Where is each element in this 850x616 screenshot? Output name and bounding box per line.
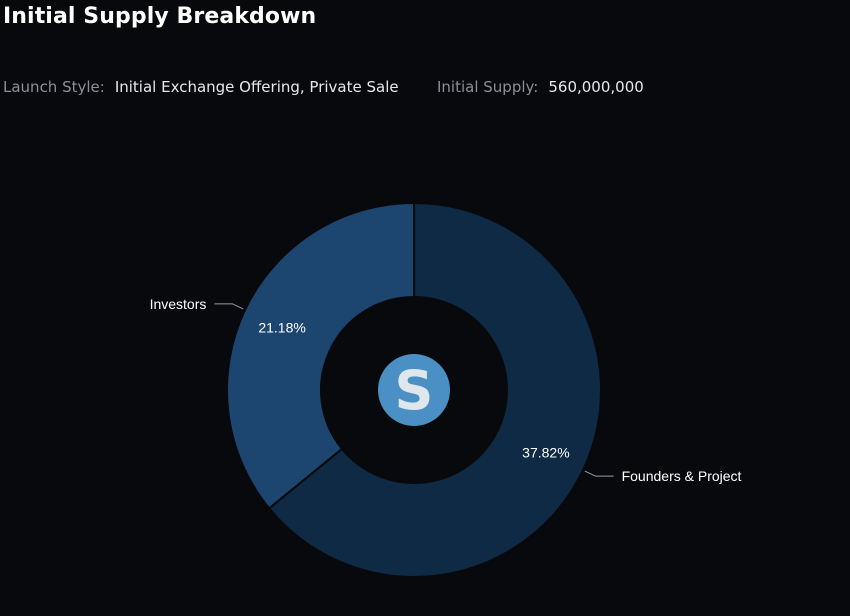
- category-label-founders-project: Founders & Project: [622, 468, 742, 484]
- launch-style-value: Initial Exchange Offering, Private Sale: [114, 78, 399, 96]
- initial-supply-row: Initial Supply: 560,000,000: [437, 78, 644, 96]
- launch-style-row: Launch Style: Initial Exchange Offering, …: [3, 78, 399, 96]
- page-title: Initial Supply Breakdown: [3, 4, 317, 29]
- initial-supply-value: 560,000,000: [548, 78, 644, 96]
- initial-supply-label: Initial Supply:: [437, 78, 539, 96]
- leader-line-founders-project: [584, 470, 614, 477]
- slice-value-label-founders-project: 37.82%: [522, 445, 569, 461]
- leader-line-investors: [214, 303, 244, 310]
- category-label-investors: Investors: [150, 296, 207, 312]
- slice-investors: [226, 201, 415, 510]
- logo-circle: [378, 354, 450, 426]
- slice-value-label-investors: 21.18%: [258, 319, 305, 335]
- slice-founders-project: [267, 201, 602, 578]
- launch-style-label: Launch Style:: [3, 78, 105, 96]
- logo-letter: S: [395, 359, 434, 422]
- sandbox-s-logo-icon: S: [378, 354, 450, 426]
